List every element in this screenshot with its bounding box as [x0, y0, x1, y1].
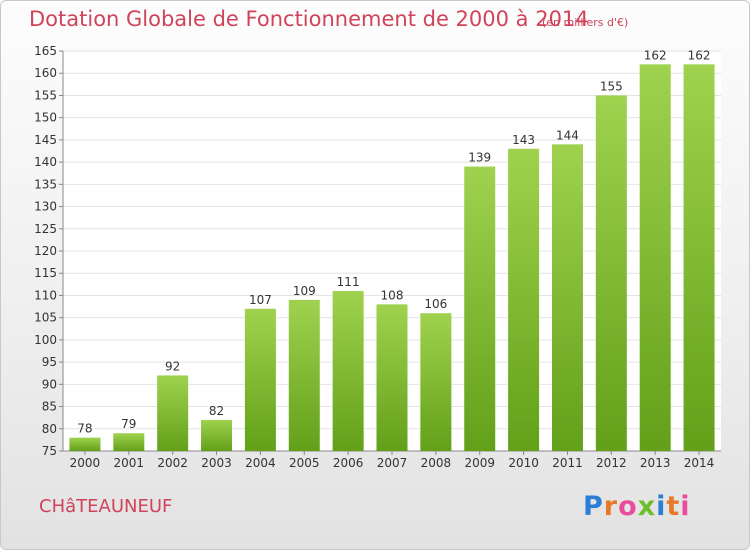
bar-value-label: 92 [165, 359, 180, 373]
y-tick-label: 155 [34, 88, 57, 102]
bar-value-label: 108 [381, 288, 404, 302]
bar-value-label: 107 [249, 293, 272, 307]
y-tick-label: 165 [34, 44, 57, 58]
x-tick-label: 2000 [70, 456, 101, 470]
y-tick-label: 110 [34, 288, 57, 302]
x-tick-label: 2002 [157, 456, 188, 470]
x-tick-label: 2005 [289, 456, 320, 470]
bar [639, 64, 671, 452]
y-tick-label: 100 [34, 333, 57, 347]
y-tick-label: 125 [34, 222, 57, 236]
logo-letter: i [680, 491, 691, 522]
bar-value-label: 109 [293, 284, 316, 298]
x-tick-label: 2007 [377, 456, 408, 470]
bar [113, 433, 145, 451]
x-tick-label: 2010 [508, 456, 539, 470]
x-tick-label: 2006 [333, 456, 364, 470]
proxiti-logo: Proxiti [583, 491, 691, 522]
y-tick-label: 130 [34, 200, 57, 214]
x-tick-label: 2013 [640, 456, 671, 470]
bar-chart: 75 80 85 90 95 100 105 110 115 120 125 130 135 140 145… [34, 44, 721, 470]
bar [376, 304, 408, 451]
bar [332, 291, 364, 451]
bar-value-label: 106 [424, 297, 447, 311]
logo-letter: r [603, 491, 619, 522]
bar-value-label: 162 [688, 48, 711, 62]
axes: 75 80 85 90 95 100 105 110 115 120 125 130 135 140 145… [34, 44, 721, 470]
bar [69, 437, 101, 451]
logo-letter: o [618, 491, 638, 522]
logo-letter: P [583, 491, 604, 522]
y-tick-label: 135 [34, 177, 57, 191]
x-tick-label: 2004 [245, 456, 276, 470]
city-name: CHâTEAUNEUF [39, 496, 173, 517]
bars [69, 64, 715, 452]
y-tick-label: 105 [34, 311, 57, 325]
bar-value-label: 111 [337, 275, 360, 289]
bar-value-label: 155 [600, 79, 623, 93]
bar-value-label: 139 [468, 151, 491, 165]
y-tick-label: 75 [42, 444, 57, 458]
bar-value-label: 78 [77, 422, 92, 436]
x-tick-label: 2008 [421, 456, 452, 470]
y-tick-label: 145 [34, 133, 57, 147]
y-tick-label: 120 [34, 244, 57, 258]
bar [508, 148, 540, 451]
bar [157, 375, 189, 451]
bar-value-label: 79 [121, 417, 136, 431]
bar-value-label: 144 [556, 128, 579, 142]
bar [464, 166, 496, 452]
y-tick-label: 140 [34, 155, 57, 169]
x-tick-label: 2012 [596, 456, 627, 470]
bar [288, 299, 320, 451]
bar [551, 144, 583, 452]
bar-value-label: 143 [512, 133, 535, 147]
bar-value-label: 162 [644, 48, 667, 62]
x-tick-label: 2003 [201, 456, 232, 470]
y-tick-label: 80 [42, 422, 57, 436]
data-labels: 78 79 92 82 107 109 111 108 106 139 143 144 155 162 16… [77, 48, 710, 435]
bar [244, 308, 276, 451]
y-tick-label: 160 [34, 66, 57, 80]
y-tick-label: 150 [34, 111, 57, 125]
y-tick-label: 115 [34, 266, 57, 280]
logo-letter: t [666, 491, 681, 522]
bar-value-label: 82 [209, 404, 224, 418]
bar [420, 313, 452, 451]
y-tick-label: 95 [42, 355, 57, 369]
x-tick-label: 2009 [464, 456, 495, 470]
bar [683, 64, 715, 452]
logo-letter: x [637, 491, 657, 522]
x-tick-label: 2001 [114, 456, 145, 470]
y-tick-label: 85 [42, 400, 57, 414]
x-tick-label: 2011 [552, 456, 583, 470]
chart-title: Dotation Globale de Fonctionnement de 20… [29, 7, 589, 31]
y-tick-label: 90 [42, 377, 57, 391]
x-tick-label: 2014 [684, 456, 715, 470]
logo-letter: i [656, 491, 667, 522]
bar [201, 419, 233, 451]
unit-note: (en milliers d'€) [542, 16, 629, 29]
bar [595, 95, 627, 451]
